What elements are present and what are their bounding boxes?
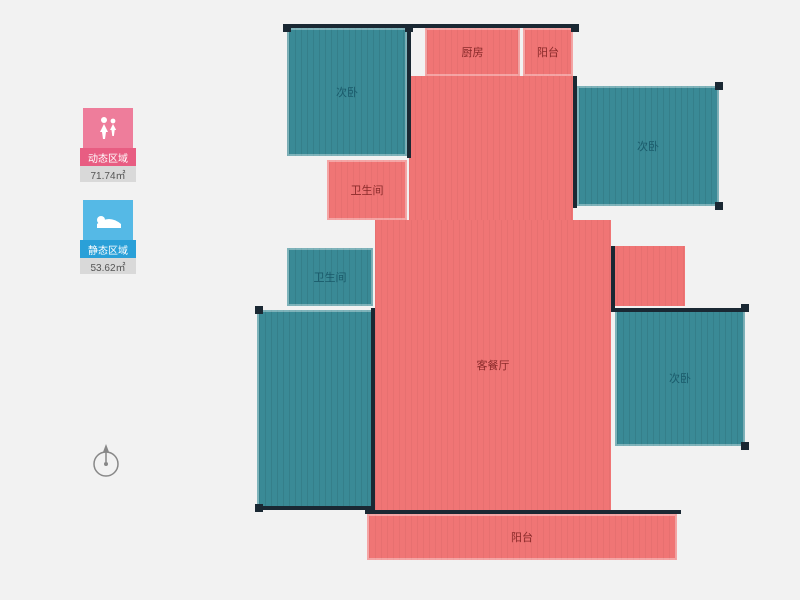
legend-static-value: 53.62㎡	[80, 258, 136, 274]
legend-static: 静态区域 53.62㎡	[78, 200, 138, 274]
wall-strip	[407, 28, 411, 158]
floorplan: 次卧 厨房 阳台 次卧 卫生间 卫生间 客餐厅 主卧 次卧 阳台	[255, 20, 755, 575]
room-bedroom-right: 次卧	[577, 86, 719, 206]
wall-strip	[257, 506, 375, 510]
room-hall-right	[611, 246, 685, 306]
room-bath-2: 卫生间	[287, 248, 373, 306]
room-bedroom-top-left: 次卧	[287, 28, 407, 156]
wall-pillar	[715, 202, 723, 210]
room-label: 阳台	[511, 529, 533, 545]
sleep-icon	[83, 200, 133, 240]
wall-strip	[283, 24, 575, 28]
room-balcony-top: 阳台	[523, 28, 573, 76]
room-label: 次卧	[669, 370, 691, 386]
legend-static-label: 静态区域	[80, 240, 136, 258]
compass-icon	[86, 440, 126, 480]
wall-strip	[371, 308, 375, 508]
legend-dynamic-value: 71.74㎡	[80, 166, 136, 182]
room-living: 客餐厅	[375, 220, 611, 510]
room-balcony-bottom: 阳台	[367, 514, 677, 560]
room-master-wide	[257, 310, 373, 508]
room-label: 卫生间	[351, 182, 384, 198]
room-label: 客餐厅	[477, 357, 510, 373]
room-hall-top	[409, 76, 573, 124]
room-label: 次卧	[336, 84, 358, 100]
wall-strip	[611, 308, 745, 312]
wall-strip	[573, 76, 577, 208]
room-kitchen: 厨房	[425, 28, 520, 76]
wall-strip	[365, 510, 681, 514]
room-bedroom-bottom-right: 次卧	[615, 310, 745, 446]
wall-pillar	[741, 442, 749, 450]
room-label: 厨房	[462, 44, 484, 60]
legend-dynamic-label: 动态区域	[80, 148, 136, 166]
room-label: 次卧	[637, 138, 659, 154]
legend-dynamic: 动态区域 71.74㎡	[78, 108, 138, 182]
room-bath-1: 卫生间	[327, 160, 407, 220]
room-label: 卫生间	[314, 269, 347, 285]
wall-pillar	[715, 82, 723, 90]
room-label: 阳台	[537, 44, 559, 60]
wall-pillar	[255, 306, 263, 314]
people-icon	[83, 108, 133, 148]
legend: 动态区域 71.74㎡ 静态区域 53.62㎡	[78, 108, 138, 292]
wall-strip	[611, 246, 615, 310]
